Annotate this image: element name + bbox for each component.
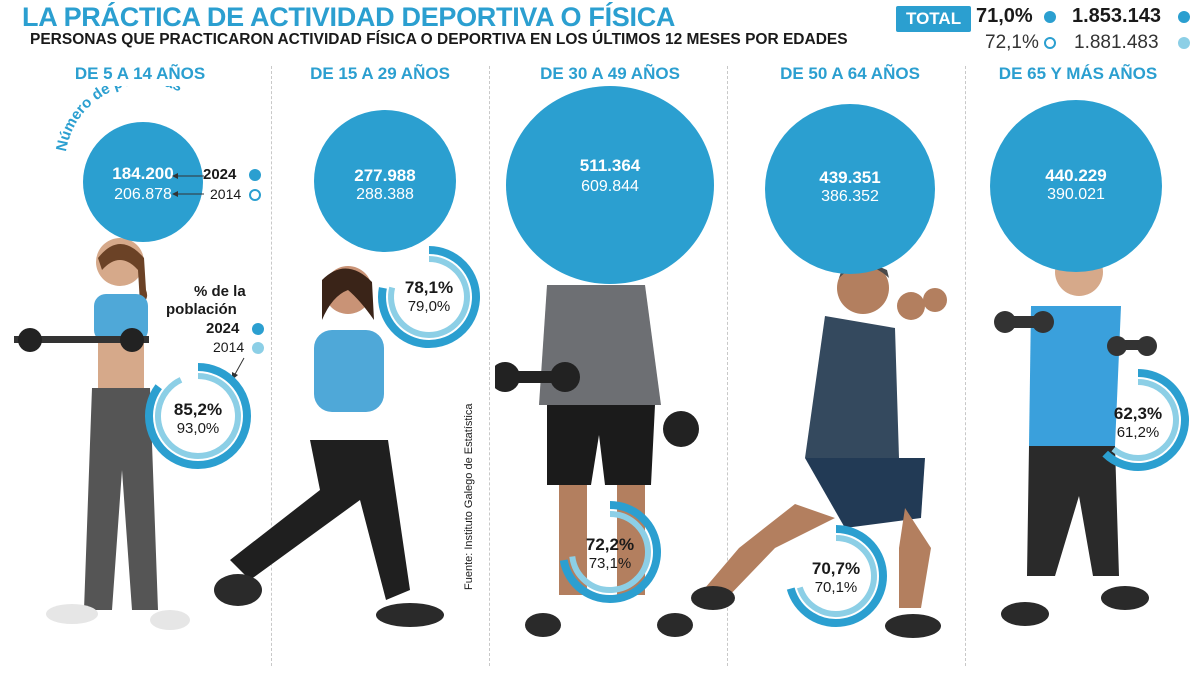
- persons-2014-value: 386.352: [821, 188, 879, 205]
- dot-2024-icon: [1178, 11, 1190, 23]
- persons-bubble-30-49: 511.364 609.844: [506, 86, 714, 284]
- pct-2014-arc: [388, 256, 470, 338]
- dot-2014-light-icon: [252, 342, 264, 354]
- numero-personas-label: Número de personas: [53, 86, 185, 153]
- pct-ring-svg: [786, 525, 887, 627]
- pct-ring-50-64: 70,7% 70,1%: [784, 524, 888, 628]
- pct-2024-arc: [786, 525, 887, 627]
- young-woman-athlete-illustration: [214, 266, 444, 627]
- middle-aged-man-boxing-illustration: [691, 262, 947, 638]
- dot-2014-light-icon: [1178, 37, 1190, 49]
- persons-2024-value: 439.351: [819, 168, 881, 187]
- persons-bubble-50-64: 439.351 386.352: [765, 104, 935, 274]
- legend-pct-year-2014: 2014: [213, 339, 245, 355]
- total-pct-2024: 71,0%: [976, 5, 1033, 27]
- persons-bubble-15-29: 277.988 288.388: [314, 110, 456, 252]
- pct-ring-15-29: 78,1% 79,0%: [377, 245, 481, 349]
- persons-bubble-5-14: 184.200 206.878: [83, 122, 203, 242]
- numero-personas-arc-label: Número de personas: [53, 86, 185, 153]
- pct-ring-svg: [1102, 369, 1189, 471]
- total-persons-2014: 1.881.483: [1074, 32, 1159, 53]
- persons-2024-value: 440.229: [1045, 166, 1107, 185]
- pct-2024-value: 70,7%: [811, 559, 861, 578]
- dot-2024-icon: [249, 169, 261, 181]
- chart-subtitle: PERSONAS QUE PRACTICARON ACTIVIDAD FÍSIC…: [30, 31, 848, 48]
- senior-woman-dumbbell-illustration: [994, 244, 1157, 626]
- pct-ring-svg: [559, 501, 661, 603]
- pct-ring-30-49: 72,2% 73,1%: [558, 500, 662, 604]
- persons-2014-value: 390.021: [1047, 186, 1105, 203]
- pct-2014-arc: [796, 535, 877, 617]
- pct-2024-value: 85,2%: [173, 400, 223, 419]
- persons-bubble-65-plus: 440.229 390.021: [990, 100, 1162, 272]
- column-divider: [727, 66, 728, 666]
- pct-2014-value: 79,0%: [407, 298, 451, 315]
- persons-2024-value: 277.988: [354, 166, 416, 185]
- legend-arrow-icon: [172, 173, 204, 197]
- age-header-30-49: DE 30 A 49 AÑOS: [540, 64, 680, 83]
- pct-2024-arc: [145, 363, 251, 469]
- pct-2014-arc: [569, 511, 651, 593]
- source-note: Fuente: Instituto Galego de Estatística: [463, 403, 475, 591]
- pct-2014-value: 61,2%: [1116, 424, 1160, 441]
- dot-2014-icon: [1044, 37, 1056, 49]
- pct-poblacion-label-line2: población: [166, 301, 237, 318]
- pct-ring-svg: [145, 363, 251, 469]
- persons-2014-value: 288.388: [356, 186, 414, 203]
- column-divider: [489, 66, 490, 666]
- legend-year-2024: 2024: [203, 166, 237, 183]
- column-divider: [965, 66, 966, 666]
- dot-2014-icon: [249, 189, 261, 201]
- persons-2024-value: 511.364: [579, 156, 641, 175]
- pct-2024-arc: [1102, 369, 1189, 471]
- svg-text:Número de personas: Número de personas: [53, 86, 185, 153]
- pct-ring-svg: [378, 246, 480, 348]
- pct-2024-arc: [559, 501, 661, 603]
- persons-2024-value: 184.200: [112, 164, 174, 183]
- pct-ring-5-14: 85,2% 93,0%: [144, 362, 252, 470]
- pct-ring-65-plus: 62,3% 61,2%: [1086, 368, 1190, 472]
- pct-2014-value: 93,0%: [176, 420, 220, 437]
- age-header-50-64: DE 50 A 64 AÑOS: [780, 64, 920, 83]
- pct-2024-arc: [378, 246, 480, 348]
- pct-2014-value: 70,1%: [814, 579, 858, 596]
- dot-2024-icon: [1044, 11, 1056, 23]
- pct-poblacion-label-line1: % de la: [194, 283, 246, 300]
- age-header-65-plus: DE 65 Y MÁS AÑOS: [998, 64, 1158, 83]
- pct-2024-value: 78,1%: [404, 278, 454, 297]
- total-persons-2024: 1.853.143: [1072, 5, 1161, 27]
- persons-2014-value: 206.878: [114, 186, 172, 203]
- total-pct-2014: 72,1%: [985, 32, 1039, 53]
- pct-2014-value: 73,1%: [588, 555, 632, 572]
- legend-year-2014: 2014: [210, 186, 242, 202]
- column-divider: [271, 66, 272, 666]
- total-badge: TOTAL: [896, 6, 972, 32]
- persons-2014-value: 609.844: [581, 178, 639, 195]
- pct-2014-arc: [1111, 379, 1179, 461]
- pct-2024-value: 72,2%: [585, 535, 635, 554]
- pct-2014-arc: [155, 373, 241, 459]
- legend-pct-year-2024: 2024: [206, 320, 240, 337]
- age-header-5-14: DE 5 A 14 AÑOS: [74, 64, 206, 83]
- child-athlete-illustration: [14, 238, 190, 630]
- dot-2024-icon: [252, 323, 264, 335]
- chart-title: LA PRÁCTICA DE ACTIVIDAD DEPORTIVA O FÍS…: [22, 2, 676, 32]
- pct-2024-value: 62,3%: [1113, 404, 1163, 423]
- age-header-15-29: DE 15 A 29 AÑOS: [310, 64, 450, 83]
